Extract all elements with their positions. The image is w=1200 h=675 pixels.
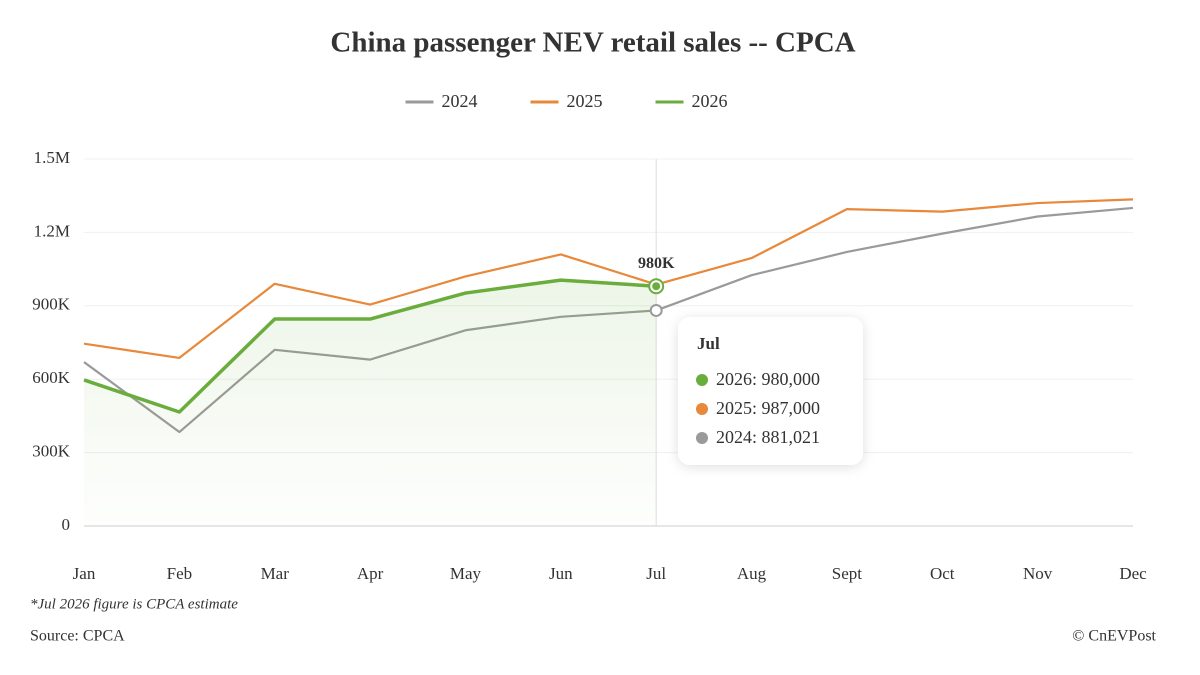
tooltip-item: 2024: 881,021 [716, 427, 820, 447]
y-tick-label: 0 [62, 515, 71, 534]
source: Source: CPCA [30, 628, 125, 645]
x-tick-label: Dec [1119, 564, 1147, 583]
x-tick-label: Feb [167, 564, 193, 583]
x-tick-label: Nov [1023, 564, 1053, 583]
tooltip-box [678, 317, 863, 465]
x-tick-label: Aug [737, 564, 767, 583]
x-tick-label: Jan [73, 564, 96, 583]
x-tick-label: Apr [357, 564, 384, 583]
credit: © CnEVPost [1072, 628, 1156, 645]
hover-marker [649, 303, 663, 317]
y-tick-label: 900K [32, 295, 71, 314]
y-tick-label: 1.2M [34, 221, 70, 240]
tooltip: Jul 2026: 980,000 2025: 987,000 2024: 881,0… [678, 317, 863, 465]
legend-label: 2024 [442, 91, 478, 111]
tooltip-dot [696, 374, 708, 386]
y-tick-label: 1.5M [34, 148, 70, 167]
tooltip-dot [696, 432, 708, 444]
x-tick-label: Jun [549, 564, 573, 583]
series-line [83, 278, 657, 414]
x-tick-label: Sept [832, 564, 863, 583]
x-tick-label: Oct [930, 564, 955, 583]
hover-marker-dot [652, 282, 661, 291]
x-tick-label: Mar [261, 564, 290, 583]
tooltip-title: Jul [697, 334, 720, 353]
footnote: *Jul 2026 figure is CPCA estimate [30, 596, 238, 612]
y-tick-label: 600K [32, 368, 71, 387]
tooltip-dot [696, 403, 708, 415]
tooltip-item: 2026: 980,000 [716, 369, 820, 389]
data-label: 980K [638, 255, 675, 272]
tooltip-item: 2025: 987,000 [716, 398, 820, 418]
legend-label: 2025 [567, 91, 603, 111]
series-line [83, 198, 1134, 360]
chart-title: China passenger NEV retail sales -- CPCA [330, 27, 855, 59]
legend-label: 2026 [692, 91, 728, 111]
x-tick-label: May [450, 564, 482, 583]
area [84, 280, 657, 526]
x-tick-label: Jul [646, 564, 666, 583]
y-tick-label: 300K [32, 442, 71, 461]
